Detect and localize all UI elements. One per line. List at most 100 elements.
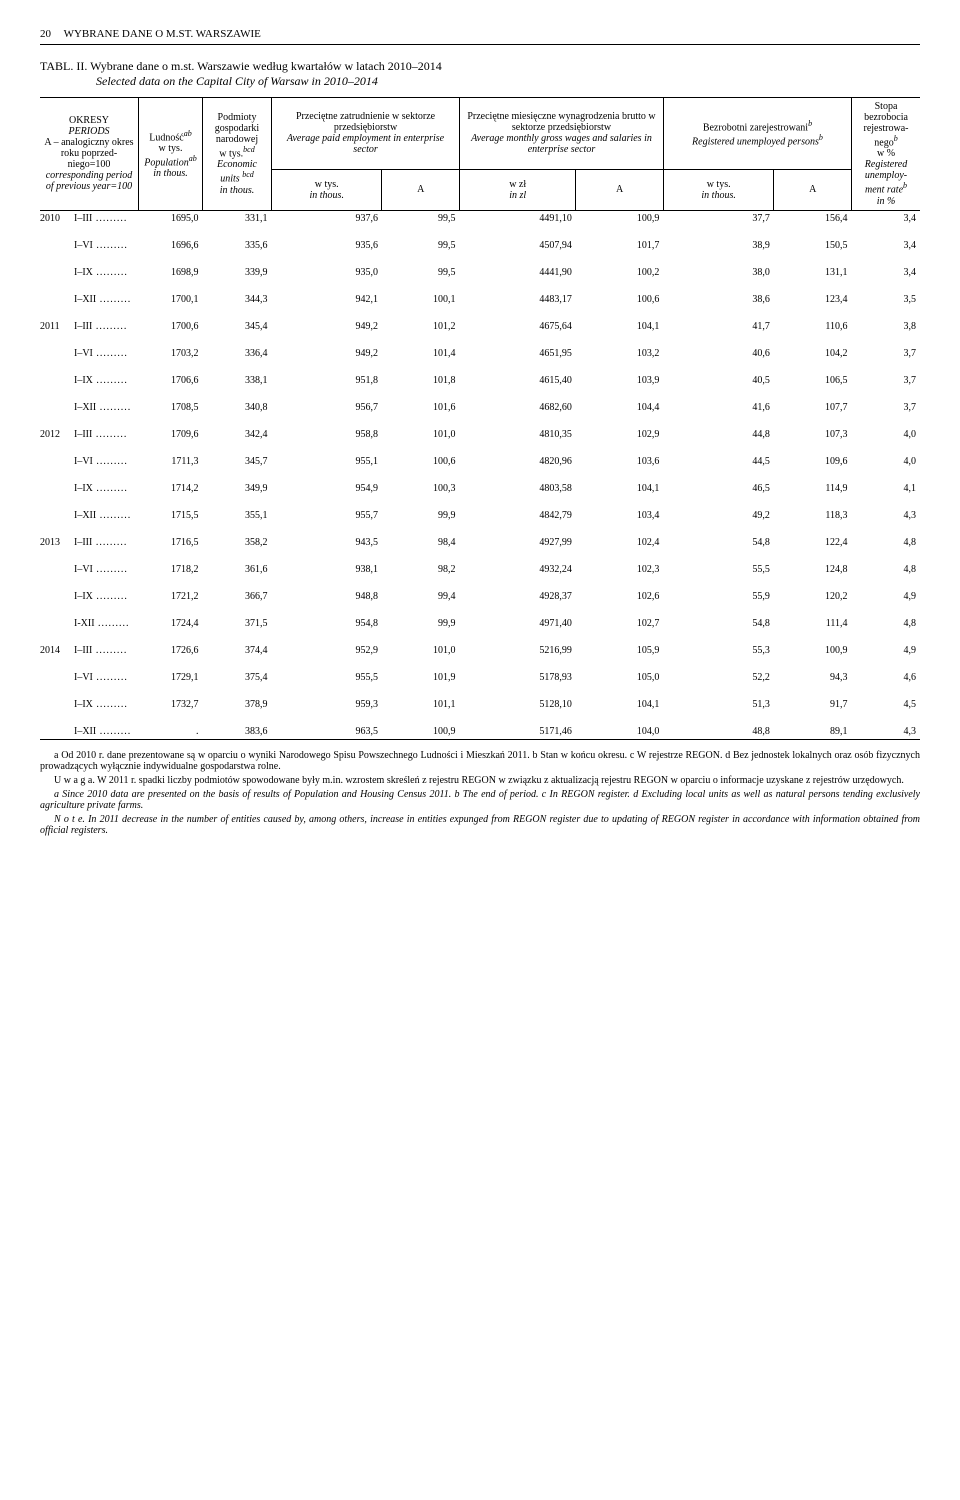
row-dots: ......... — [93, 348, 128, 359]
col-population-sup: ab — [184, 129, 192, 138]
table-row: I–IX .........1721,2366,7948,899,44928,3… — [40, 589, 920, 604]
cell-value: 104,2 — [774, 346, 852, 361]
cell-value: 4,8 — [852, 562, 921, 577]
cell-value: 3,4 — [852, 210, 921, 226]
col-population-pl: Ludność — [149, 132, 183, 143]
table-row: 2013I–III .........1716,5358,2943,598,44… — [40, 535, 920, 550]
cell-value: 122,4 — [774, 535, 852, 550]
cell-value: 1695,0 — [139, 210, 203, 226]
page-number: 20 — [40, 28, 51, 40]
cell-value: 46,5 — [663, 481, 773, 496]
row-period: I–VI ......... — [40, 454, 139, 469]
footnotes: a Od 2010 r. dane prezentowane są w opar… — [40, 750, 920, 836]
row-year: 2010 — [40, 213, 74, 224]
table-row: I–IX .........1698,9339,9935,099,54441,9… — [40, 265, 920, 280]
cell-value: 99,9 — [382, 508, 460, 523]
col-employment-pl: Przeciętne zatrudnienie w sektorze przed… — [296, 111, 435, 133]
row-period-label: I–XII — [74, 726, 96, 737]
cell-value: 938,1 — [272, 562, 382, 577]
cell-value: 331,1 — [203, 210, 272, 226]
cell-value: 4441,90 — [460, 265, 576, 280]
col-population-unit-pl: w tys. — [159, 143, 183, 154]
cell-value: 1708,5 — [139, 400, 203, 415]
spacer-cell — [40, 361, 920, 373]
cell-value: 54,8 — [663, 616, 773, 631]
spacer-cell — [40, 307, 920, 319]
cell-value: 101,6 — [382, 400, 460, 415]
cell-value: 4,8 — [852, 616, 921, 631]
table-row: I–XII ..........383,6963,5100,95171,4610… — [40, 724, 920, 740]
page-header-text: WYBRANE DANE O M.ST. WARSZAWIE — [64, 28, 261, 40]
cell-value: 345,7 — [203, 454, 272, 469]
cell-value: 955,5 — [272, 670, 382, 685]
table-title-sub: Selected data on the Capital City of War… — [40, 74, 920, 89]
row-dots: ......... — [93, 699, 128, 710]
cell-value: 4,8 — [852, 535, 921, 550]
spacer-cell — [40, 226, 920, 238]
row-year: 2011 — [40, 321, 74, 332]
cell-value: 4810,35 — [460, 427, 576, 442]
col-entities-sup: bcd — [243, 145, 255, 154]
cell-value: 55,9 — [663, 589, 773, 604]
cell-value: 375,4 — [203, 670, 272, 685]
row-period-label: I–IX — [74, 483, 93, 494]
row-period: I–XII ......... — [40, 724, 139, 740]
cell-value: 99,5 — [382, 210, 460, 226]
spacer-row — [40, 685, 920, 697]
cell-value: 948,8 — [272, 589, 382, 604]
cell-value: 102,3 — [576, 562, 664, 577]
spacer-cell — [40, 469, 920, 481]
cell-value: 1729,1 — [139, 670, 203, 685]
table-body: 2010I–III .........1695,0331,1937,699,54… — [40, 210, 920, 739]
cell-value: 1716,5 — [139, 535, 203, 550]
cell-value: 40,6 — [663, 346, 773, 361]
cell-value: 349,9 — [203, 481, 272, 496]
cell-value: 1698,9 — [139, 265, 203, 280]
cell-value: 4507,94 — [460, 238, 576, 253]
row-dots: ......... — [95, 618, 130, 629]
cell-value: 954,8 — [272, 616, 382, 631]
cell-value: 101,0 — [382, 643, 460, 658]
table-row: I–IX .........1706,6338,1951,8101,84615,… — [40, 373, 920, 388]
spacer-row — [40, 631, 920, 643]
cell-value: 340,8 — [203, 400, 272, 415]
row-period: I–IX ......... — [40, 481, 139, 496]
cell-value: 104,0 — [576, 724, 664, 740]
row-dots: ......... — [93, 564, 128, 575]
cell-value: 1709,6 — [139, 427, 203, 442]
spacer-cell — [40, 523, 920, 535]
col-unemployed-sub1-pl: w tys. — [707, 179, 731, 190]
cell-value: 1714,2 — [139, 481, 203, 496]
cell-value: 103,6 — [576, 454, 664, 469]
row-period: 2013I–III ......... — [40, 535, 139, 550]
cell-value: 4483,17 — [460, 292, 576, 307]
cell-value: 54,8 — [663, 535, 773, 550]
cell-value: 371,5 — [203, 616, 272, 631]
spacer-row — [40, 604, 920, 616]
cell-value: 5178,93 — [460, 670, 576, 685]
cell-value: 51,3 — [663, 697, 773, 712]
spacer-row — [40, 226, 920, 238]
row-period-label: I–XII — [74, 294, 96, 305]
cell-value: 101,9 — [382, 670, 460, 685]
table-head: OKRESY PERIODS A – analogiczny okres rok… — [40, 98, 920, 211]
cell-value: 94,3 — [774, 670, 852, 685]
col-population-en-sup: ab — [189, 154, 197, 163]
cell-value: 952,9 — [272, 643, 382, 658]
cell-value: 4682,60 — [460, 400, 576, 415]
cell-value: 100,3 — [382, 481, 460, 496]
spacer-row — [40, 523, 920, 535]
cell-value: 105,0 — [576, 670, 664, 685]
footnote-pl-a: a Od 2010 r. dane prezentowane są w opar… — [40, 750, 920, 772]
cell-value: 102,4 — [576, 535, 664, 550]
row-dots: ......... — [93, 375, 128, 386]
cell-value: 963,5 — [272, 724, 382, 740]
cell-value: 4842,79 — [460, 508, 576, 523]
col-entities-unit-en: in thous. — [220, 185, 254, 196]
cell-value: 38,6 — [663, 292, 773, 307]
cell-value: 949,2 — [272, 319, 382, 334]
col-wages: Przeciętne miesięczne wynagrodzenia brut… — [460, 98, 664, 170]
cell-value: 101,1 — [382, 697, 460, 712]
cell-value: 41,6 — [663, 400, 773, 415]
cell-value: 4820,96 — [460, 454, 576, 469]
